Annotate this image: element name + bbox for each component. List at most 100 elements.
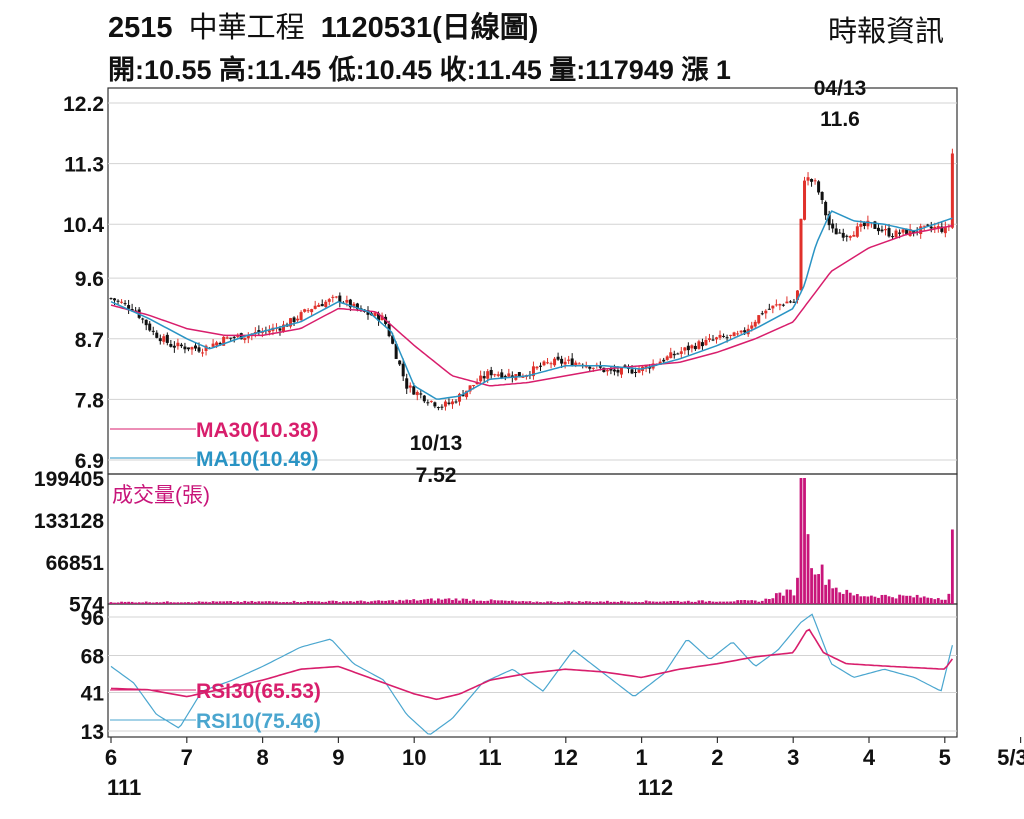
volume-bar: [243, 600, 247, 604]
volume-bar: [729, 601, 732, 604]
volume-bar: [609, 601, 613, 604]
candle-body: [679, 351, 683, 354]
candle-body: [239, 333, 243, 340]
candle-body: [489, 369, 493, 376]
candle-body: [373, 312, 377, 316]
candle-body: [683, 347, 687, 351]
candle-body: [929, 226, 933, 229]
candle-body: [155, 332, 159, 338]
candle-body: [774, 304, 778, 306]
candle-body: [736, 333, 740, 335]
volume-bar: [919, 597, 923, 604]
volume-bar: [739, 600, 743, 604]
volume-bar: [489, 599, 493, 604]
volume-bar: [415, 600, 419, 604]
volume-tick-label: 66851: [46, 552, 105, 575]
ma30-line: [110, 224, 953, 387]
volume-bar: [648, 601, 652, 604]
candle-body: [461, 394, 465, 397]
volume-bar: [180, 602, 183, 604]
volume-bar: [880, 594, 884, 604]
volume-bar: [229, 601, 233, 604]
candle-body: [327, 299, 331, 302]
candle-body: [334, 296, 338, 298]
volume-bar: [774, 593, 778, 604]
candle-body: [676, 353, 680, 355]
volume-bar: [894, 598, 898, 604]
candle-body: [225, 337, 229, 339]
volume-bar: [929, 598, 933, 604]
candle-body: [912, 230, 916, 233]
volume-panel-label: 成交量(張): [112, 484, 210, 507]
ohlc-summary: 開:10.55 高:11.45 低:10.45 收:11.45 量:117949…: [108, 55, 731, 85]
volume-bar: [482, 601, 486, 604]
volume-bar: [915, 594, 919, 604]
candle-body: [186, 347, 190, 350]
volume-bar: [838, 592, 842, 604]
candle-body: [394, 343, 398, 359]
candle-body: [715, 337, 719, 340]
volume-bar: [405, 599, 409, 604]
candle-body: [767, 308, 771, 310]
rsi-tick-label: 13: [81, 721, 104, 744]
candle-body: [355, 303, 359, 310]
volume-bar: [831, 588, 835, 604]
stock-name: 中華工程: [188, 12, 305, 44]
candle-body: [521, 376, 525, 378]
candle-body: [503, 375, 507, 377]
candle-body: [412, 386, 416, 395]
volume-bar: [264, 601, 268, 604]
volume-bar: [644, 600, 648, 604]
candle-body: [232, 336, 236, 338]
candle-body: [567, 359, 571, 361]
candle-body: [693, 345, 697, 350]
volume-bar: [855, 594, 859, 604]
volume-tick-label: 574: [69, 594, 104, 617]
volume-bar: [947, 593, 951, 604]
candle-body: [454, 401, 458, 403]
candle-body: [183, 346, 187, 350]
candle-body: [289, 318, 293, 327]
candle-body: [116, 300, 120, 302]
candle-body: [574, 362, 578, 367]
volume-bar: [898, 594, 901, 604]
candle-body: [887, 228, 891, 237]
volume-bar: [950, 529, 954, 604]
candle-body: [179, 344, 183, 347]
volume-bar: [472, 599, 476, 604]
candle-body: [475, 382, 479, 385]
candle-body: [563, 361, 567, 365]
volume-bar: [144, 601, 148, 604]
candle-body: [482, 376, 486, 379]
candle-body: [556, 356, 560, 360]
volume-bar: [584, 601, 588, 604]
candle-body: [260, 332, 264, 334]
volume-bar: [172, 602, 176, 604]
volume-bar: [257, 601, 261, 604]
candle-body: [707, 338, 711, 340]
volume-bar: [781, 595, 785, 604]
volume-bar: [517, 601, 521, 604]
volume-bar: [806, 534, 810, 604]
volume-bar: [796, 577, 799, 604]
volume-bar: [341, 601, 345, 604]
volume-bar: [866, 596, 870, 604]
volume-bar: [465, 598, 468, 604]
candle-body: [542, 361, 546, 366]
candle-body: [838, 232, 842, 234]
volume-bar: [556, 601, 560, 604]
candle-body: [246, 335, 250, 339]
volume-bar: [444, 598, 447, 604]
volume-bar: [303, 601, 307, 604]
candle-body: [810, 178, 814, 182]
volume-bar: [401, 600, 405, 604]
candle-body: [197, 347, 201, 352]
volume-bar: [542, 602, 546, 604]
candle-body: [113, 298, 117, 301]
volume-bar: [232, 602, 236, 604]
legend-rsi30: RSI30(65.53): [196, 680, 321, 703]
price-tick-label: 9.6: [75, 268, 104, 291]
volume-bar: [877, 597, 880, 604]
volume-bar: [387, 600, 391, 604]
volume-bar: [581, 601, 585, 604]
